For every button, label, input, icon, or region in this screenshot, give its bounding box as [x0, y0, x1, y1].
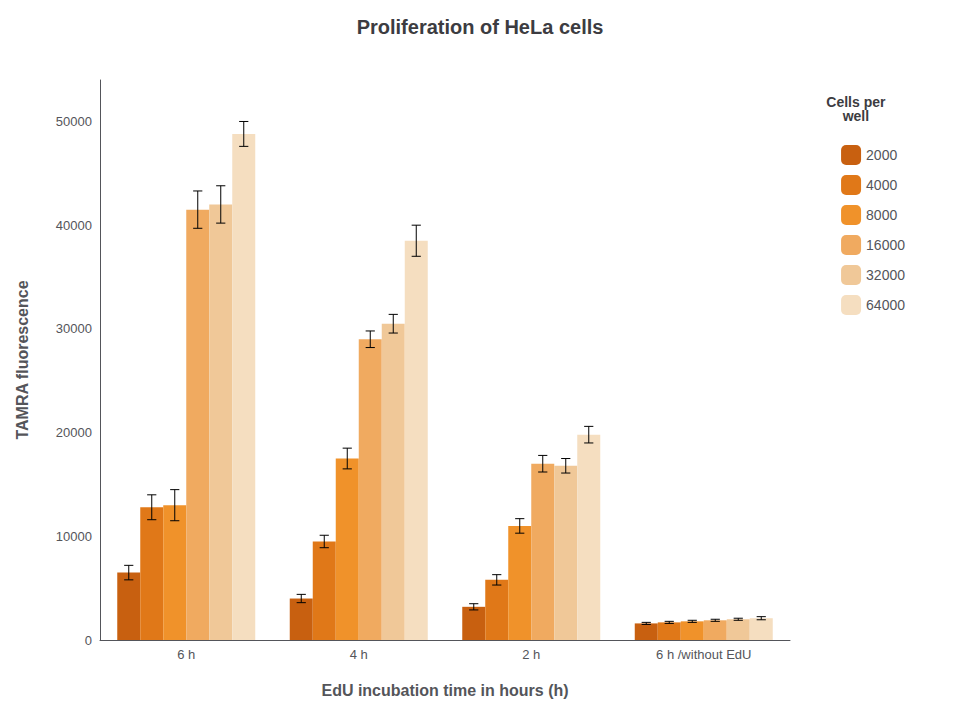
svg-text:6 h /without EdU: 6 h /without EdU	[656, 647, 751, 662]
svg-text:Proliferation of HeLa cells: Proliferation of HeLa cells	[357, 16, 604, 38]
svg-text:8000: 8000	[866, 207, 897, 223]
svg-text:32000: 32000	[866, 267, 905, 283]
svg-text:4000: 4000	[866, 177, 897, 193]
svg-text:30000: 30000	[56, 321, 92, 336]
svg-text:50000: 50000	[56, 114, 92, 129]
svg-text:40000: 40000	[56, 218, 92, 233]
svg-text:well: well	[842, 108, 869, 124]
svg-text:10000: 10000	[56, 529, 92, 544]
svg-text:20000: 20000	[56, 425, 92, 440]
svg-text:64000: 64000	[866, 297, 905, 313]
svg-text:16000: 16000	[866, 237, 905, 253]
svg-text:TAMRA fluorescence: TAMRA fluorescence	[14, 280, 31, 439]
svg-text:6 h: 6 h	[177, 647, 195, 662]
svg-text:2 h: 2 h	[522, 647, 540, 662]
svg-text:EdU incubation time in hours (: EdU incubation time in hours (h)	[321, 682, 568, 699]
svg-text:2000: 2000	[866, 147, 897, 163]
svg-text:4 h: 4 h	[350, 647, 368, 662]
svg-text:0: 0	[85, 633, 92, 648]
svg-text:Cells per: Cells per	[826, 94, 886, 110]
